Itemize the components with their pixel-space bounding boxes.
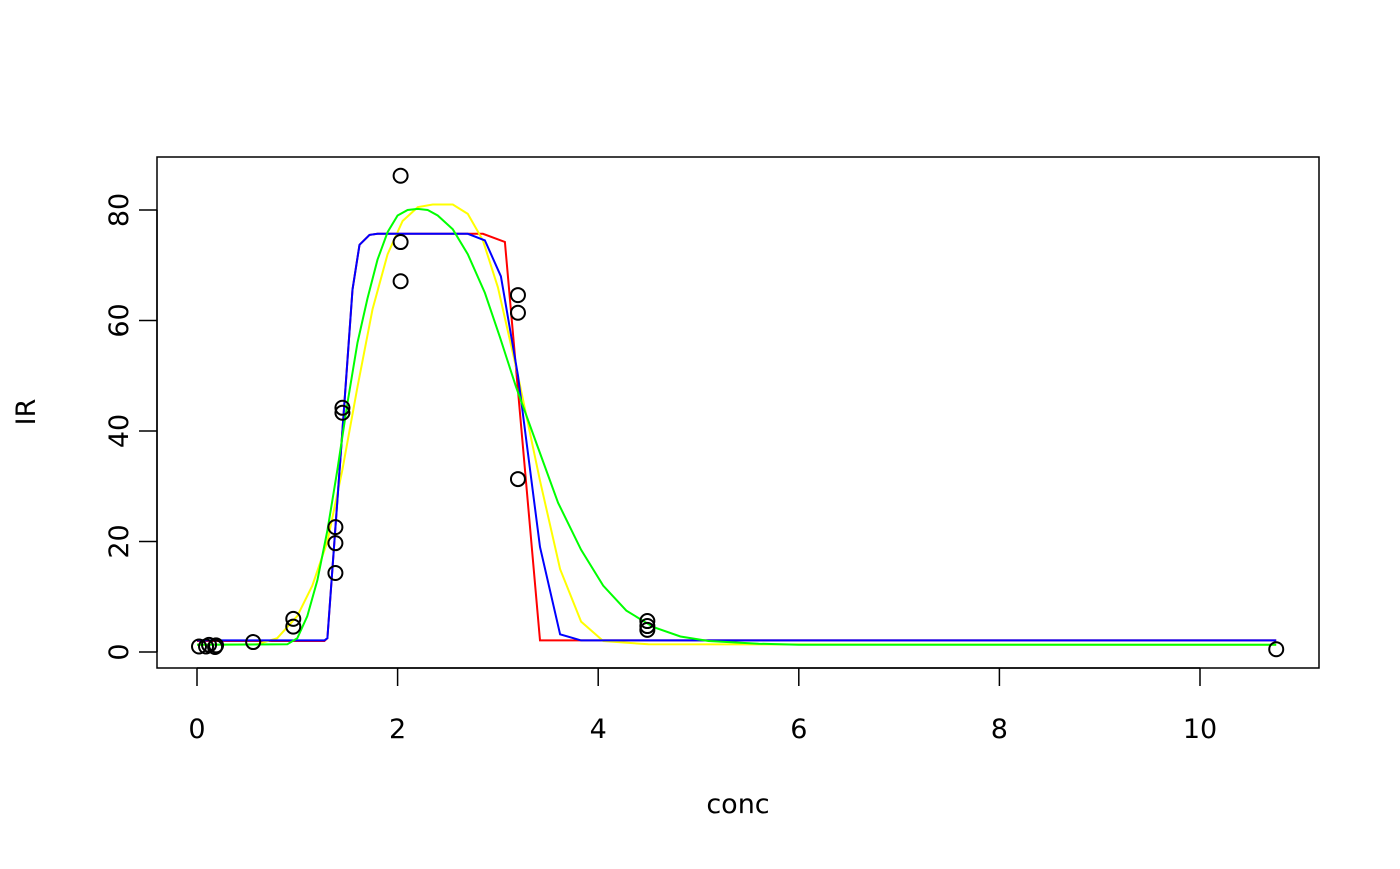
y-tick-label: 20	[104, 524, 135, 558]
data-point	[509, 471, 526, 488]
data-point	[334, 404, 351, 421]
data-point	[509, 287, 526, 304]
series-line-2	[197, 232, 1277, 642]
data-point	[285, 610, 302, 627]
data-point	[392, 167, 409, 184]
points-layer	[191, 167, 1285, 658]
y-axis-label: IR	[11, 399, 42, 426]
y-axis: 0 20 40 60 80	[104, 193, 158, 661]
data-point	[285, 618, 302, 635]
data-point	[392, 234, 409, 251]
x-tick-label: 0	[188, 714, 205, 745]
y-tick-label: 80	[104, 193, 135, 227]
data-point	[245, 634, 262, 651]
y-tick-label: 60	[104, 303, 135, 337]
series-layer	[196, 203, 1277, 646]
data-point	[1268, 641, 1285, 658]
series-line-0	[197, 232, 1277, 642]
data-point	[639, 613, 656, 630]
data-point	[191, 638, 208, 655]
y-tick-label: 0	[104, 643, 135, 660]
data-point	[327, 519, 344, 536]
x-tick-label: 4	[590, 714, 607, 745]
data-point	[509, 304, 526, 321]
x-tick-label: 10	[1183, 714, 1217, 745]
x-tick-label: 2	[389, 714, 406, 745]
x-tick-label: 8	[991, 714, 1008, 745]
data-point	[639, 621, 656, 638]
data-point	[208, 637, 225, 654]
x-tick-label: 6	[790, 714, 807, 745]
x-axis: 0 2 4 6 8 10	[188, 667, 1217, 745]
y-tick-label: 40	[104, 414, 135, 448]
series-line-3	[196, 207, 1277, 646]
data-point	[334, 399, 351, 416]
data-point	[392, 273, 409, 290]
series-line-1	[196, 203, 1277, 646]
data-point	[327, 535, 344, 552]
x-axis-label: conc	[706, 789, 769, 820]
data-point	[327, 564, 344, 581]
